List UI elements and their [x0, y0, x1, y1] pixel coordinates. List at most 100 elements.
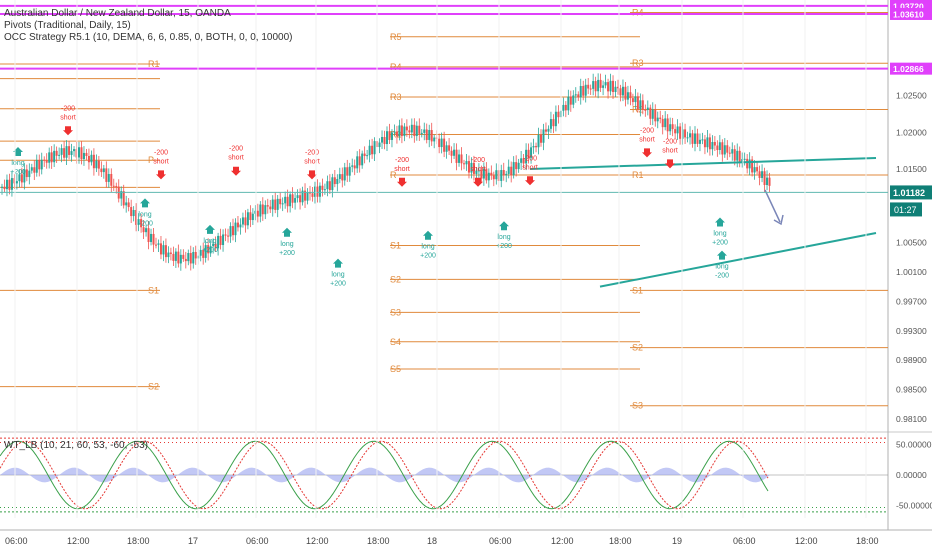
candle-body [321, 185, 324, 190]
highlight-level-label: 1.03610 [893, 9, 924, 19]
pivot-label: S1 [148, 285, 159, 295]
candle-body [115, 186, 118, 188]
candle-body [654, 109, 657, 122]
buy-arrow-icon [333, 258, 343, 268]
candle-body [517, 162, 520, 170]
candle-body [602, 85, 605, 88]
candle-body [271, 199, 274, 210]
candle-body [281, 203, 284, 205]
candle-body [597, 79, 600, 92]
pivots-legend[interactable]: Pivots (Traditional, Daily, 15) [4, 20, 131, 31]
pivot-label: S1 [390, 241, 401, 251]
candle-body [274, 199, 277, 210]
candle-body [383, 136, 386, 145]
candle-body [455, 149, 458, 163]
candle-body [659, 117, 662, 119]
candle-body [589, 88, 592, 90]
candle-body [137, 219, 140, 225]
candle-body [636, 96, 639, 110]
candle-body [751, 159, 754, 173]
candle-body [249, 212, 252, 221]
candle-body [626, 92, 629, 100]
candle-body [664, 118, 667, 128]
candle-body [145, 228, 148, 233]
candle-body [346, 167, 349, 176]
buy-arrow-icon [499, 221, 509, 231]
candle-body [318, 185, 321, 197]
candle-body [733, 149, 736, 161]
oscillator-legend[interactable]: WT_LB (10, 21, 60, 53, -60, -53) [4, 440, 148, 451]
candle-body [410, 124, 413, 133]
candle-body [763, 171, 766, 186]
candle-body [492, 175, 495, 180]
candle-body [92, 154, 95, 169]
sell-arrow-icon [231, 166, 241, 176]
candle-body [463, 163, 465, 165]
candle-body [651, 109, 654, 119]
price-tick-label: 1.01500 [896, 164, 927, 174]
buy-arrow-icon [717, 250, 727, 260]
candle-body [356, 156, 359, 169]
candle-body [450, 150, 453, 156]
candle-body [582, 85, 585, 96]
candle-body [487, 172, 490, 181]
candle-body [194, 251, 197, 259]
candle-body [256, 210, 259, 217]
candle-body [286, 196, 289, 207]
strategy-legend[interactable]: OCC Strategy R5.1 (10, DEMA, 6, 6, 0.85,… [4, 32, 293, 43]
oscillator-tick-label: 50.00000 [896, 439, 932, 449]
candle-body [264, 205, 267, 215]
candle-body [187, 253, 190, 262]
candle-body [244, 217, 247, 226]
candle-body [532, 146, 535, 148]
candle-body [706, 137, 709, 148]
candle-body [537, 134, 540, 148]
candle-body [38, 160, 41, 170]
candle-body [522, 158, 525, 164]
signal-label: -200 [640, 127, 654, 134]
candle-body [338, 174, 341, 179]
candle-body [617, 86, 619, 89]
sell-arrow-icon [397, 177, 407, 187]
candle-body [671, 124, 674, 130]
candle-body [8, 179, 11, 190]
candle-body [150, 233, 153, 243]
signal-label: short [153, 158, 169, 165]
symbol-title[interactable]: Australian Dollar / New Zealand Dollar, … [4, 8, 231, 19]
candle-body [366, 155, 369, 157]
pivot-label: S1 [632, 285, 643, 295]
candle-body [179, 254, 182, 264]
time-tick-label: 17 [188, 536, 198, 546]
buy-arrow-icon [205, 224, 215, 234]
candle-body [738, 150, 741, 162]
candle-body [343, 167, 346, 181]
candle-body [592, 81, 595, 89]
candle-body [661, 118, 664, 128]
candle-body [465, 161, 468, 165]
candle-body [316, 186, 319, 197]
candle-body [713, 141, 716, 146]
candle-body [110, 173, 113, 186]
candle-body [438, 138, 441, 148]
candle-body [204, 245, 207, 258]
candle-body [55, 150, 58, 156]
candle-body [584, 84, 587, 96]
candle-body [686, 137, 689, 139]
signal-label: -200 [154, 149, 168, 156]
candle-body [728, 152, 731, 154]
candle-body [261, 204, 264, 215]
candle-body [458, 154, 461, 163]
candle-body [326, 181, 329, 190]
candle-body [505, 173, 508, 176]
candle-body [371, 145, 374, 155]
candle-body [698, 139, 701, 144]
countdown-badge [890, 202, 922, 217]
candle-body [395, 131, 398, 137]
candle-body [363, 153, 366, 157]
pivot-label: S2 [632, 343, 643, 353]
candle-body [351, 165, 354, 167]
price-tick-label: 1.02500 [896, 91, 927, 101]
candle-body [112, 185, 115, 187]
candle-body [122, 191, 125, 206]
